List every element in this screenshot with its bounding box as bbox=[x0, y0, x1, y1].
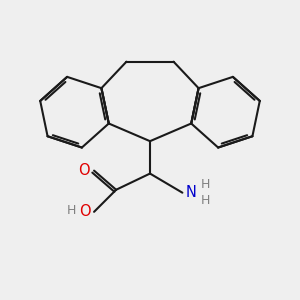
Text: N: N bbox=[186, 185, 197, 200]
Text: H: H bbox=[201, 178, 210, 191]
Text: H: H bbox=[201, 194, 210, 207]
Text: H: H bbox=[66, 204, 76, 217]
Text: O: O bbox=[79, 163, 90, 178]
Text: O: O bbox=[80, 204, 91, 219]
